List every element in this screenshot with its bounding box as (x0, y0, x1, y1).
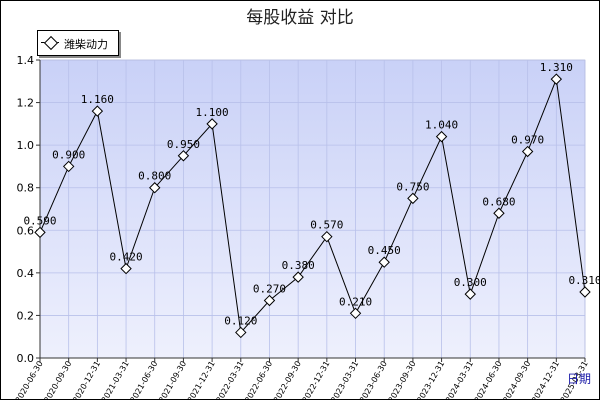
x-tick-label: 2021-06-30 (128, 360, 159, 400)
x-tick-label: 2022-12-31 (301, 360, 332, 400)
data-point-marker (493, 207, 505, 219)
series-layer: 0.590 0.900 1.160 0.420 0.800 0.950 1.100 0.120… (23, 61, 600, 339)
data-label: 0.310 (568, 274, 600, 287)
y-tick-label: 1.0 (17, 139, 35, 152)
x-tick-label: 2021-03-31 (100, 360, 131, 400)
y-tick-label: 0.6 (17, 224, 35, 237)
x-tick-label: 2020-12-31 (71, 360, 102, 400)
y-tick-label: 1.4 (17, 54, 35, 67)
data-label: 1.100 (196, 106, 229, 119)
x-tick-label: 2022-06-30 (243, 360, 274, 400)
data-point-marker (521, 145, 534, 158)
x-tick-label: 2020-09-30 (42, 360, 73, 400)
data-label: 0.800 (138, 170, 171, 183)
data-label: 0.270 (253, 283, 286, 296)
legend-label: 潍柴动力 (64, 38, 108, 51)
data-point-marker (62, 160, 75, 173)
y-tick-label: 0.0 (17, 352, 35, 365)
data-point-marker (579, 286, 591, 298)
data-label: 0.970 (511, 134, 544, 147)
data-label: 0.120 (224, 314, 257, 327)
x-tick-label: 2021-09-30 (157, 360, 188, 400)
data-point-marker (464, 288, 476, 300)
data-label: 1.160 (81, 93, 114, 106)
data-point-marker (378, 256, 390, 268)
y-tick-label: 0.4 (17, 267, 35, 280)
data-label: 0.420 (109, 251, 142, 264)
data-point-marker (34, 226, 46, 239)
data-label: 0.570 (310, 219, 343, 232)
plot-area (39, 59, 586, 359)
data-label: 1.040 (425, 119, 458, 132)
x-tick-label: 2020-06-30 (14, 360, 45, 400)
data-label: 0.750 (396, 180, 429, 193)
data-point-marker (407, 192, 419, 205)
y-tick-label: 0.2 (17, 309, 35, 322)
data-label: 0.380 (282, 259, 315, 272)
data-point-marker (206, 118, 218, 130)
data-point-marker (349, 307, 362, 320)
x-tick-label: 2023-09-30 (387, 360, 418, 400)
x-tick-label: 2023-06-30 (358, 360, 389, 400)
x-axis: 2020-06-302020-09-302020-12-312021-03-31… (14, 357, 590, 400)
data-point-marker (235, 326, 247, 339)
y-tick-label: 1.2 (17, 97, 35, 110)
data-point-marker (263, 294, 276, 307)
x-tick-label: 2023-12-31 (415, 360, 446, 400)
data-label: 0.210 (339, 295, 372, 308)
x-tick-label: 2024-06-30 (473, 360, 504, 400)
data-label: 0.950 (167, 138, 200, 151)
x-axis-title: 日期 (567, 372, 591, 386)
data-point-marker (292, 271, 304, 283)
data-label: 1.310 (540, 61, 573, 74)
x-tick-label: 2022-03-31 (214, 360, 245, 400)
x-tick-label: 2022-09-30 (272, 360, 303, 400)
legend: 潍柴动力 (37, 30, 119, 56)
data-point-marker (149, 182, 161, 194)
data-label: 0.680 (482, 195, 515, 208)
data-point-marker (91, 105, 104, 117)
data-point-marker (120, 262, 132, 275)
x-tick-label: 2024-03-31 (444, 360, 475, 400)
data-label: 0.590 (23, 214, 56, 227)
data-label: 0.900 (52, 148, 85, 161)
x-tick-label: 2024-12-31 (530, 360, 561, 400)
x-tick-label: 2021-12-31 (186, 360, 217, 400)
legend-diamond-marker (43, 35, 59, 51)
y-axis: 0.0 0.2 0.4 0.6 0.8 1.0 1.2 1.4 (17, 54, 41, 365)
data-point-marker (435, 130, 448, 143)
data-label: 0.450 (368, 244, 401, 257)
data-label: 0.300 (454, 276, 487, 289)
y-tick-label: 0.8 (17, 182, 35, 195)
x-tick-label: 2023-03-31 (329, 360, 360, 400)
data-point-marker (550, 73, 563, 85)
data-point-marker (321, 230, 333, 243)
x-tick-label: 2024-09-30 (501, 360, 532, 400)
series-line (39, 77, 586, 334)
data-point-marker (177, 150, 190, 162)
chart-title: 每股收益 对比 (246, 8, 354, 28)
gridlines (39, 59, 586, 359)
